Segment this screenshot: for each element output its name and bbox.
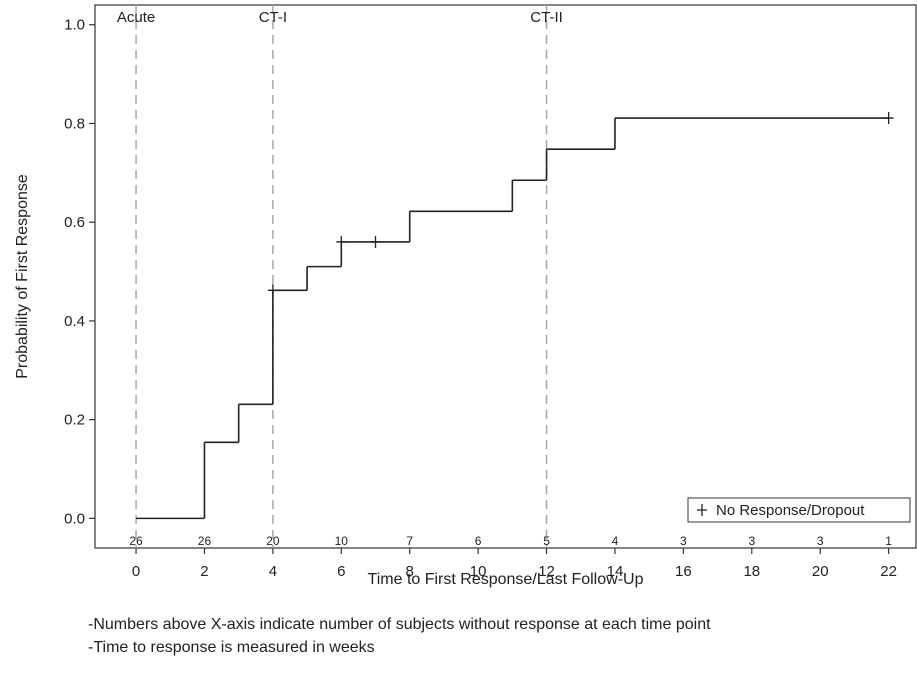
- x-tick-label: 0: [132, 563, 140, 580]
- x-tick-label: 18: [743, 563, 760, 580]
- y-tick-label: 1.0: [64, 17, 85, 34]
- at-risk-count: 26: [129, 534, 143, 548]
- x-tick-label: 8: [406, 563, 414, 580]
- at-risk-count: 1: [885, 534, 892, 548]
- x-tick-label: 22: [880, 563, 897, 580]
- phase-label: Acute: [117, 9, 155, 26]
- legend-box: [687, 497, 911, 523]
- y-tick-label: 0.4: [64, 313, 85, 330]
- y-tick-label: 0.0: [64, 510, 85, 527]
- at-risk-count: 6: [475, 534, 482, 548]
- x-tick-label: 2: [200, 563, 208, 580]
- legend-label: No Response/Dropout: [716, 502, 865, 519]
- at-risk-count: 10: [335, 534, 349, 548]
- x-tick-label: 14: [607, 563, 624, 580]
- x-tick-label: 12: [538, 563, 555, 580]
- censored-mark: [267, 284, 278, 297]
- at-risk-count: 20: [266, 534, 280, 548]
- plot-frame: [94, 4, 917, 549]
- at-risk-count: 4: [612, 534, 619, 548]
- censored-mark: [883, 112, 894, 125]
- legend-marker: [697, 504, 707, 516]
- x-tick-label: 6: [337, 563, 345, 580]
- footnote-at-risk: -Numbers above X-axis indicate number of…: [88, 616, 711, 633]
- at-risk-count: 3: [748, 534, 755, 548]
- y-axis-label: Probability of First Response: [14, 174, 31, 379]
- y-tick-label: 0.2: [64, 412, 85, 429]
- censored-mark: [370, 235, 381, 248]
- x-tick-label: 4: [269, 563, 277, 580]
- at-risk-count: 7: [406, 534, 413, 548]
- x-axis-label: Time to First Response/Last Follow-Up: [368, 571, 644, 588]
- at-risk-count: 5: [543, 534, 550, 548]
- phase-label: CT-II: [530, 9, 563, 26]
- chart: Acute CT-I CT-II 0.0 0.2 0.4 0.6 0.8 1.0 0 2 4 6 8 10 1…: [14, 4, 917, 588]
- y-tick-label: 0.6: [64, 214, 85, 231]
- at-risk-count: 3: [680, 534, 687, 548]
- at-risk-count: 3: [817, 534, 824, 548]
- x-tick-label: 16: [675, 563, 692, 580]
- x-tick-label: 10: [470, 563, 487, 580]
- censored-mark: [336, 235, 347, 248]
- at-risk-count: 26: [198, 534, 212, 548]
- y-tick-label: 0.8: [64, 115, 85, 132]
- x-tick-label: 20: [812, 563, 829, 580]
- footnote-units: -Time to response is measured in weeks: [88, 639, 375, 656]
- phase-label: CT-I: [259, 9, 287, 26]
